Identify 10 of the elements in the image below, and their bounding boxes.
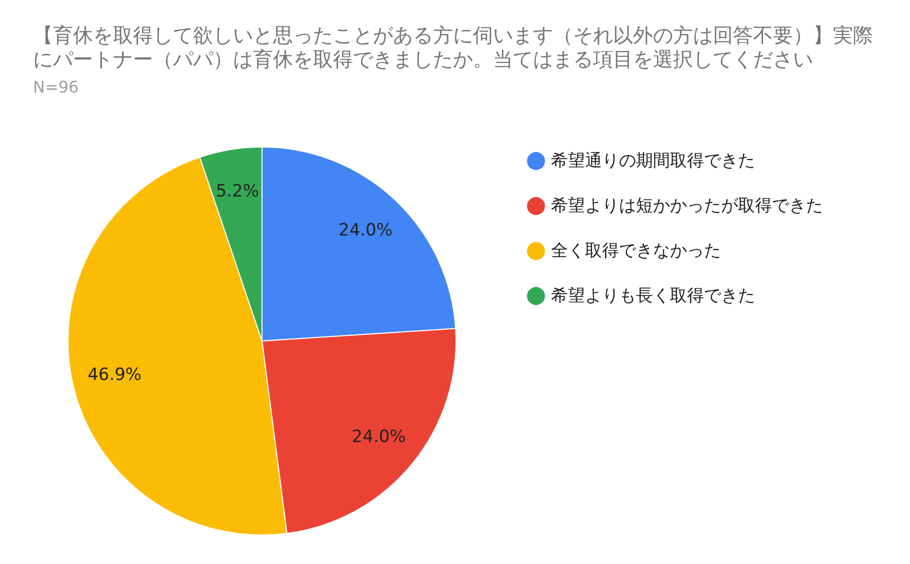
chart-title: 【育休を取得して欲しいと思ったことがある方に伺います（それ以外の方は回答不要）】実際にパートナー（パパ）は育休を取得できましたか。当てはまる項目を選択してください (33, 23, 873, 71)
data-label: 46.9% (88, 365, 142, 386)
legend-label: 希望よりも長く取得できた (551, 286, 755, 306)
legend-label: 希望通りの期間取得できた (551, 151, 755, 171)
data-label: 24.0% (338, 220, 393, 241)
data-label: 24.0% (352, 427, 406, 448)
chart-subtitle: N=96 (33, 78, 79, 96)
legend-label: 全く取得できなかった (551, 241, 721, 261)
legend-label: 希望よりは短かかったが取得できた (551, 196, 823, 216)
data-label: 5.2% (216, 182, 260, 202)
